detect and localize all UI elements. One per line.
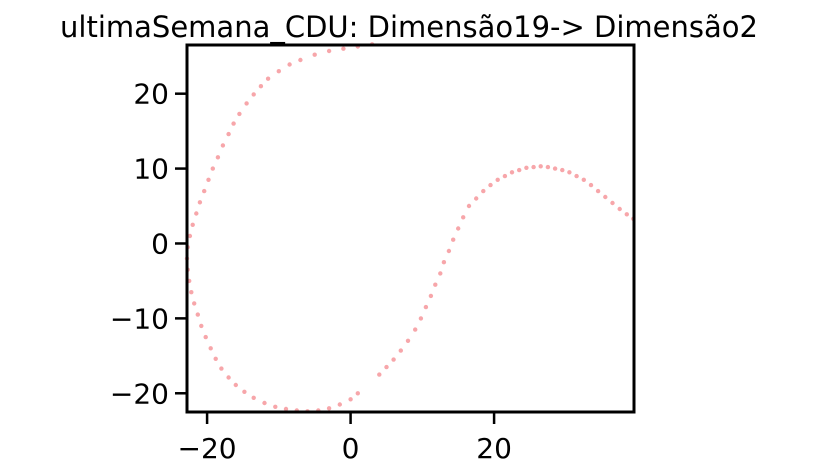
- data-point: [595, 188, 601, 194]
- y-tick-label: 10: [133, 153, 169, 186]
- data-point: [405, 338, 411, 343]
- y-tick-label: −10: [110, 302, 169, 335]
- x-tick-label: 0: [342, 432, 360, 465]
- data-point: [433, 282, 438, 287]
- data-point: [624, 212, 629, 217]
- y-tick-label: 20: [133, 78, 169, 111]
- data-point: [208, 346, 213, 351]
- data-point: [474, 196, 479, 201]
- x-tick-label: −20: [178, 432, 237, 465]
- data-point: [231, 121, 236, 126]
- data-point: [488, 182, 493, 188]
- data-point: [495, 177, 500, 182]
- data-point: [567, 170, 572, 175]
- y-tick-label: −20: [110, 377, 169, 410]
- data-point: [287, 62, 292, 67]
- data-point: [391, 357, 396, 362]
- data-point: [446, 248, 452, 254]
- ticks-layer: −20 0 20 −20 −10 0 10 20: [110, 78, 512, 465]
- data-point: [210, 166, 215, 171]
- data-point: [273, 404, 278, 409]
- data-point: [262, 400, 267, 406]
- data-point: [312, 52, 317, 57]
- data-point: [438, 271, 443, 276]
- data-point: [265, 76, 271, 81]
- data-point: [517, 167, 522, 173]
- data-point: [603, 194, 608, 200]
- data-point: [213, 356, 218, 361]
- data-point: [244, 101, 249, 106]
- data-point: [220, 143, 226, 148]
- data-point: [502, 173, 508, 179]
- data-point: [377, 372, 382, 377]
- data-point: [242, 389, 247, 394]
- data-point: [251, 92, 256, 97]
- data-point: [355, 391, 360, 396]
- points-layer: [184, 42, 636, 414]
- data-point: [226, 131, 231, 137]
- data-point: [423, 304, 429, 310]
- data-point: [413, 327, 418, 332]
- x-tick-label: 20: [476, 432, 512, 465]
- data-point: [276, 69, 281, 74]
- data-point: [574, 173, 579, 179]
- data-point: [215, 155, 221, 160]
- data-point: [552, 166, 558, 171]
- data-point: [545, 164, 551, 170]
- data-point: [538, 164, 543, 169]
- data-point: [197, 200, 203, 205]
- data-point: [298, 57, 303, 63]
- data-point: [194, 211, 199, 216]
- data-point: [461, 215, 466, 220]
- data-point: [481, 188, 486, 194]
- data-point: [189, 290, 194, 295]
- data-point: [258, 84, 264, 89]
- data-point: [509, 170, 515, 175]
- data-point: [456, 226, 461, 231]
- data-point: [237, 111, 242, 117]
- data-point: [617, 206, 622, 212]
- chart-title: ultimaSemana_CDU: Dimensão19-> Dimensão2: [60, 10, 758, 44]
- data-point: [326, 406, 332, 411]
- data-point: [326, 48, 332, 54]
- data-point: [251, 395, 256, 400]
- data-point: [206, 177, 211, 182]
- data-point: [466, 203, 472, 209]
- data-point: [337, 402, 342, 407]
- data-point: [581, 177, 586, 182]
- data-point: [560, 167, 565, 173]
- plot-frame: [185, 43, 636, 414]
- data-point: [233, 382, 238, 388]
- data-point: [441, 260, 447, 265]
- data-point: [341, 46, 346, 51]
- data-point: [610, 200, 615, 206]
- data-point: [428, 293, 434, 299]
- data-point: [192, 301, 197, 306]
- data-point: [588, 182, 594, 188]
- data-point: [195, 312, 200, 317]
- data-point: [226, 375, 231, 380]
- data-point: [190, 222, 195, 227]
- data-point: [418, 316, 424, 321]
- data-point: [283, 406, 289, 412]
- data-point: [202, 188, 207, 194]
- data-point: [219, 366, 224, 371]
- y-tick-label: 0: [151, 227, 169, 260]
- data-point: [199, 323, 204, 329]
- data-point: [531, 164, 536, 170]
- data-point: [398, 348, 403, 353]
- data-point: [187, 233, 193, 239]
- data-point: [451, 237, 456, 242]
- data-point: [524, 165, 529, 170]
- data-point: [203, 334, 208, 340]
- data-point: [384, 364, 389, 370]
- data-point: [348, 397, 353, 402]
